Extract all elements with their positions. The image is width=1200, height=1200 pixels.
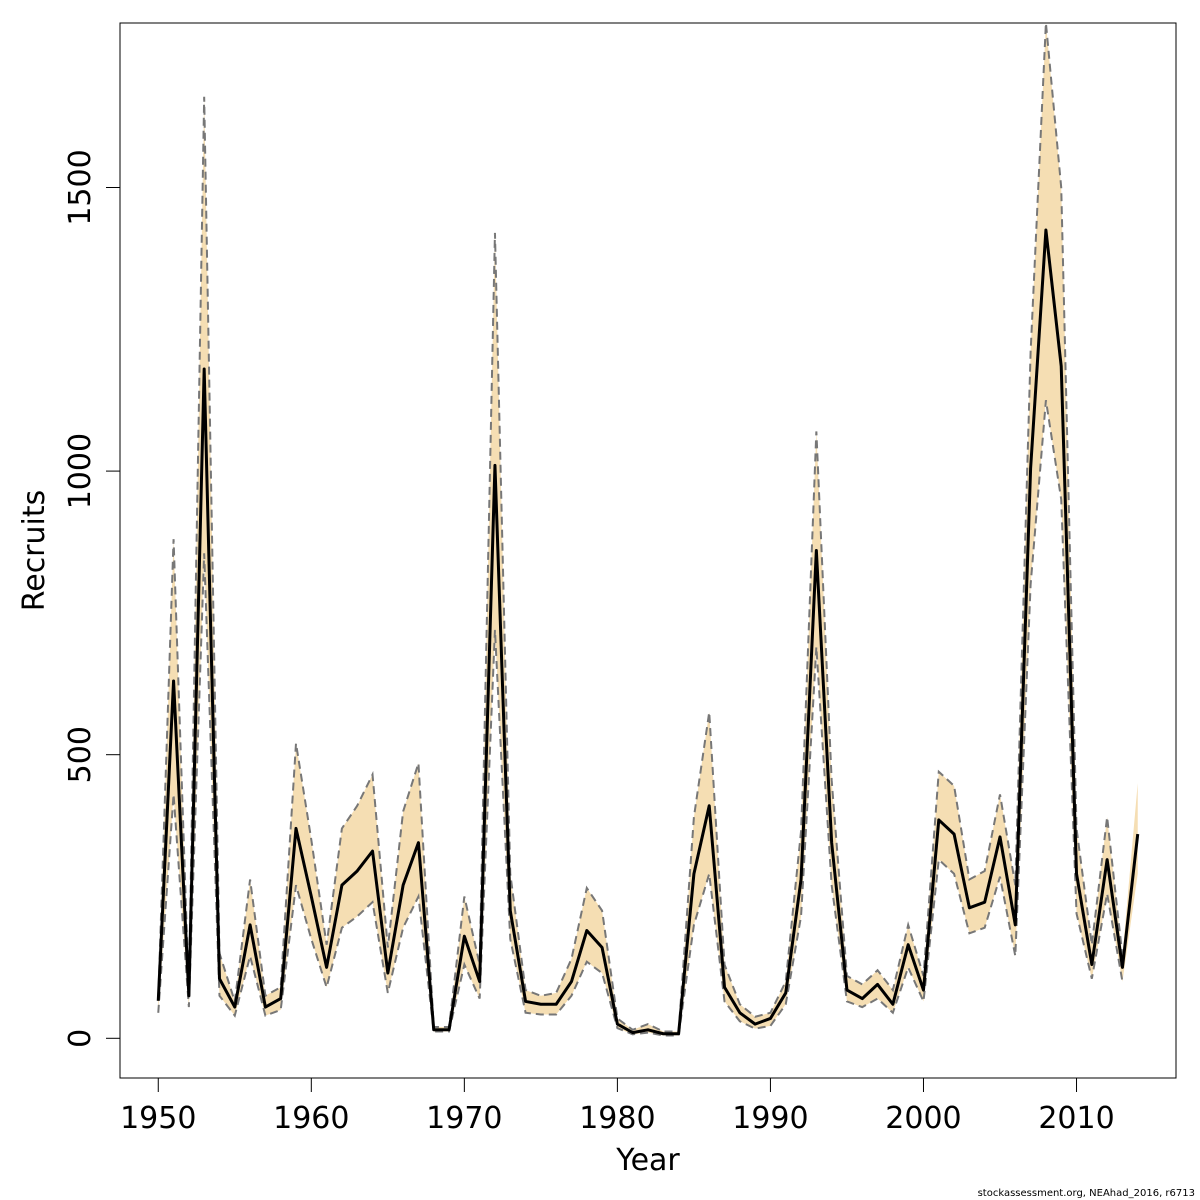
x-tick-label: 1970: [426, 1101, 502, 1136]
x-tick-label: 2000: [885, 1101, 961, 1136]
confidence-band: [158, 23, 1138, 1036]
y-tick-label: 500: [63, 726, 98, 783]
x-tick-label: 2010: [1038, 1101, 1114, 1136]
estimate-line-layer: [156, 228, 1140, 1036]
lower-bound-line: [157, 400, 1124, 1037]
y-tick-label: 0: [63, 1029, 98, 1048]
x-tick-label: 1980: [579, 1101, 655, 1136]
y-axis-title: Recruits: [17, 490, 52, 612]
confidence-bounds-layer: [157, 22, 1124, 1037]
y-axis: 0 500 1000 1500: [63, 149, 121, 1048]
source-footnote: stockassessment.org, NEAhad_2016, r6713: [978, 1188, 1195, 1199]
x-axis-title: Year: [615, 1143, 680, 1178]
x-tick-label: 1950: [120, 1101, 196, 1136]
upper-bound-line: [157, 22, 1124, 1033]
estimate-line: [156, 228, 1140, 1036]
x-axis: 1950 1960 1970 1980 1990 2000 2010: [120, 1077, 1115, 1136]
x-tick-label: 1960: [273, 1101, 349, 1136]
y-tick-label: 1500: [63, 149, 98, 225]
confidence-band-layer: [158, 23, 1138, 1036]
x-tick-label: 1990: [732, 1101, 808, 1136]
y-tick-label: 1000: [63, 433, 98, 509]
